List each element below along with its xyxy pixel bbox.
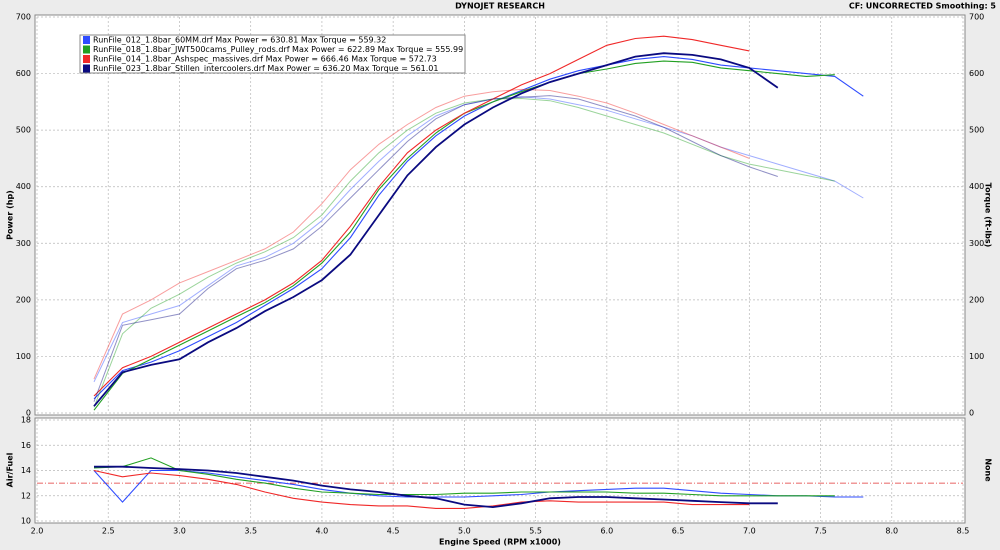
chart-subtitle: CF: UNCORRECTED Smoothing: 5 (849, 2, 997, 11)
y-tick-label: 16 (21, 441, 31, 450)
y-tick-label: 700 (16, 13, 31, 22)
data-line (93, 35, 750, 397)
data-line (94, 465, 778, 509)
chart-title: DYNOJET RESEARCH (455, 2, 545, 11)
x-tick-label: 6.5 (672, 527, 685, 536)
y2-axis-label: Torque (ft-lbs) (984, 183, 993, 248)
legend-swatch (83, 36, 90, 44)
y-tick-label: 600 (16, 69, 31, 78)
x-tick-label: 4.0 (316, 527, 329, 536)
y2-tick-label: 200 (969, 295, 984, 304)
data-line (93, 469, 750, 509)
data-line (93, 52, 779, 407)
y-tick-label: 0 (26, 409, 31, 418)
x-tick-label: 4.5 (387, 527, 400, 536)
legend-swatch (83, 55, 90, 63)
y2-tick-label: 600 (969, 69, 984, 78)
data-line (93, 56, 864, 400)
legend-label: RunFile_018_1.8bar_JWT500cams_Pulley_rod… (93, 45, 463, 54)
x-tick-label: 7.5 (814, 527, 827, 536)
legend-label: RunFile_023_1.8bar_Stillen_intercoolers.… (93, 64, 438, 73)
data-line (93, 96, 864, 383)
y2-axis-label: None (984, 458, 993, 482)
y2-tick-label: 400 (969, 182, 984, 191)
y-tick-label: 12 (21, 491, 31, 500)
y2-tick-label: 700 (969, 13, 984, 22)
y-axis-label: Air/Fuel (6, 452, 15, 487)
x-tick-label: 2.5 (102, 527, 115, 536)
x-tick-label: 8.5 (957, 527, 970, 536)
data-line (93, 97, 835, 408)
y-tick-label: 18 (21, 416, 31, 425)
x-tick-label: 3.0 (173, 527, 186, 536)
y2-tick-label: 300 (969, 239, 984, 248)
y-tick-label: 10 (21, 517, 31, 526)
y-axis-label: Power (hp) (6, 190, 15, 240)
x-tick-label: 3.5 (244, 527, 257, 536)
x-tick-label: 6.0 (600, 527, 613, 536)
y-tick-label: 300 (16, 239, 31, 248)
x-tick-label: 5.5 (529, 527, 542, 536)
x-axis-label: Engine Speed (RPM x1000) (439, 538, 561, 547)
legend-label: RunFile_012_1.8bar_60MM.drf Max Power = … (93, 36, 386, 45)
x-tick-label: 5.0 (458, 527, 471, 536)
y-tick-label: 400 (16, 182, 31, 191)
legend-box (79, 34, 466, 74)
data-line (93, 469, 864, 503)
legend: RunFile_012_1.8bar_60MM.drf Max Power = … (79, 34, 466, 74)
data-line (93, 95, 778, 402)
x-tick-label: 2.0 (31, 527, 44, 536)
x-tick-label: 8.0 (885, 527, 898, 536)
y-tick-label: 100 (16, 352, 31, 361)
legend-swatch (83, 45, 90, 54)
y2-tick-label: 100 (969, 352, 984, 361)
legend-label: RunFile_014_1.8bar_Ashspec_massives.drf … (93, 55, 437, 64)
data-line (93, 457, 835, 497)
y2-tick-label: 0 (969, 409, 974, 418)
y-tick-label: 14 (21, 466, 31, 475)
y-tick-label: 200 (16, 295, 31, 304)
data-line (93, 88, 750, 380)
y2-tick-label: 500 (969, 126, 984, 135)
y-tick-label: 500 (16, 126, 31, 135)
legend-swatch (83, 64, 90, 73)
top-plot-area (34, 14, 966, 416)
x-tick-label: 7.0 (743, 527, 756, 536)
